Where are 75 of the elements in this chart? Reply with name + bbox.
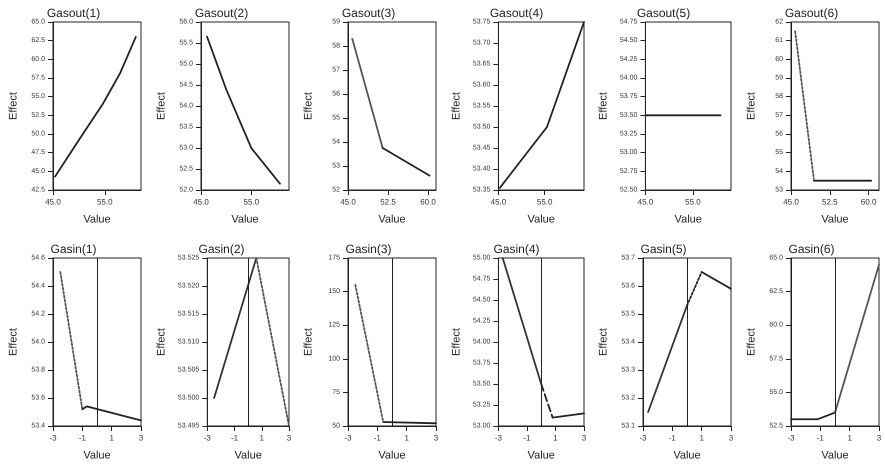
chart-title: Gasin(1) <box>50 242 97 256</box>
x-axis-title: Value <box>234 450 262 462</box>
x-tick-label: 3 <box>434 434 439 442</box>
y-axis-title: Effect <box>302 92 314 120</box>
x-tick-label: -3 <box>494 434 502 442</box>
x-tick-label: 45.0 <box>192 198 209 206</box>
chart-title: Gasin(2) <box>198 242 244 256</box>
chart-title: Gasout(1) <box>46 6 100 20</box>
x-tick-label: -3 <box>203 434 211 442</box>
y-axis-title: Effect <box>450 328 462 356</box>
y-axis-title: Effect <box>450 92 462 120</box>
x-axis-title: Value <box>674 214 702 226</box>
x-tick-label: 1 <box>846 434 852 442</box>
x-axis-title: Value <box>83 214 111 226</box>
y-axis-title: Effect <box>155 328 167 356</box>
line-series <box>206 36 280 185</box>
x-tick-label: 3 <box>581 434 586 442</box>
x-tick-label: 45.0 <box>782 198 799 206</box>
chart-title: Gasout(4) <box>489 6 543 20</box>
x-tick-label: 55.0 <box>536 198 553 206</box>
x-axis-title: Value <box>378 214 406 226</box>
x-tick-label: 1 <box>552 434 558 442</box>
y-axis-title: Effect <box>745 92 757 120</box>
chart-title: Gasin(3) <box>345 242 392 256</box>
x-tick-label: 1 <box>259 434 264 442</box>
chart-title: Gasin(4) <box>492 242 540 256</box>
x-tick-label: 1 <box>109 434 114 442</box>
x-tick-label: 60.0 <box>420 198 436 206</box>
x-tick-label: -1 <box>78 434 86 442</box>
x-tick-label: -3 <box>344 434 352 442</box>
x-tick-label: 1 <box>699 434 704 442</box>
x-tick-label: 55.0 <box>685 198 702 206</box>
x-tick-label: -1 <box>374 434 382 442</box>
x-tick-label: 45.0 <box>638 198 654 206</box>
x-tick-label: 55.0 <box>242 198 260 206</box>
x-tick-label: -1 <box>668 434 676 442</box>
y-axis-title: Effect <box>8 328 20 356</box>
x-tick-label: -1 <box>522 434 531 442</box>
x-tick-label: 45.0 <box>340 198 356 206</box>
x-axis-title: Value <box>230 214 258 226</box>
x-axis-title: Value <box>527 214 554 226</box>
x-tick-label: 1 <box>404 434 410 442</box>
x-axis-title: Value <box>673 450 701 462</box>
x-tick-label: 3 <box>138 434 144 442</box>
x-tick-label: 3 <box>728 434 734 442</box>
x-axis-title: Value <box>527 450 554 462</box>
x-tick-label: -1 <box>230 434 238 442</box>
x-axis-title: Value <box>83 450 111 462</box>
chart-title: Gasout(5) <box>636 6 690 20</box>
x-tick-label: 3 <box>286 434 292 442</box>
x-tick-label: 45.0 <box>490 198 506 206</box>
x-tick-label: 55.0 <box>96 198 114 206</box>
chart-title: Gasin(5) <box>640 242 687 256</box>
x-axis-title: Value <box>378 450 406 462</box>
y-axis-title: Effect <box>598 92 610 120</box>
y-axis-title: Effect <box>598 328 610 356</box>
y-axis-title: Effect <box>302 328 314 356</box>
x-axis-title: Value <box>820 214 848 226</box>
x-tick-label: 3 <box>876 434 882 442</box>
x-tick-label: 52.5 <box>822 198 838 206</box>
chart-title: Gasout(3) <box>342 6 396 20</box>
x-tick-label: -3 <box>786 434 795 442</box>
chart-title: Gasout(6) <box>784 6 838 20</box>
y-axis-title: Effect <box>155 92 167 120</box>
y-axis-title: Effect <box>8 92 20 120</box>
x-tick-label: 45.0 <box>45 198 62 206</box>
y-axis-title: Effect <box>745 328 757 356</box>
x-axis-title: Value <box>820 450 848 462</box>
x-tick-label: -1 <box>816 434 824 442</box>
x-tick-label: -3 <box>49 434 58 442</box>
chart-title: Gasout(2) <box>194 6 248 20</box>
x-tick-label: -3 <box>639 434 648 442</box>
chart-title: Gasin(6) <box>788 242 834 256</box>
x-tick-label: 60.0 <box>860 198 876 206</box>
x-tick-label: 52.5 <box>380 198 396 206</box>
